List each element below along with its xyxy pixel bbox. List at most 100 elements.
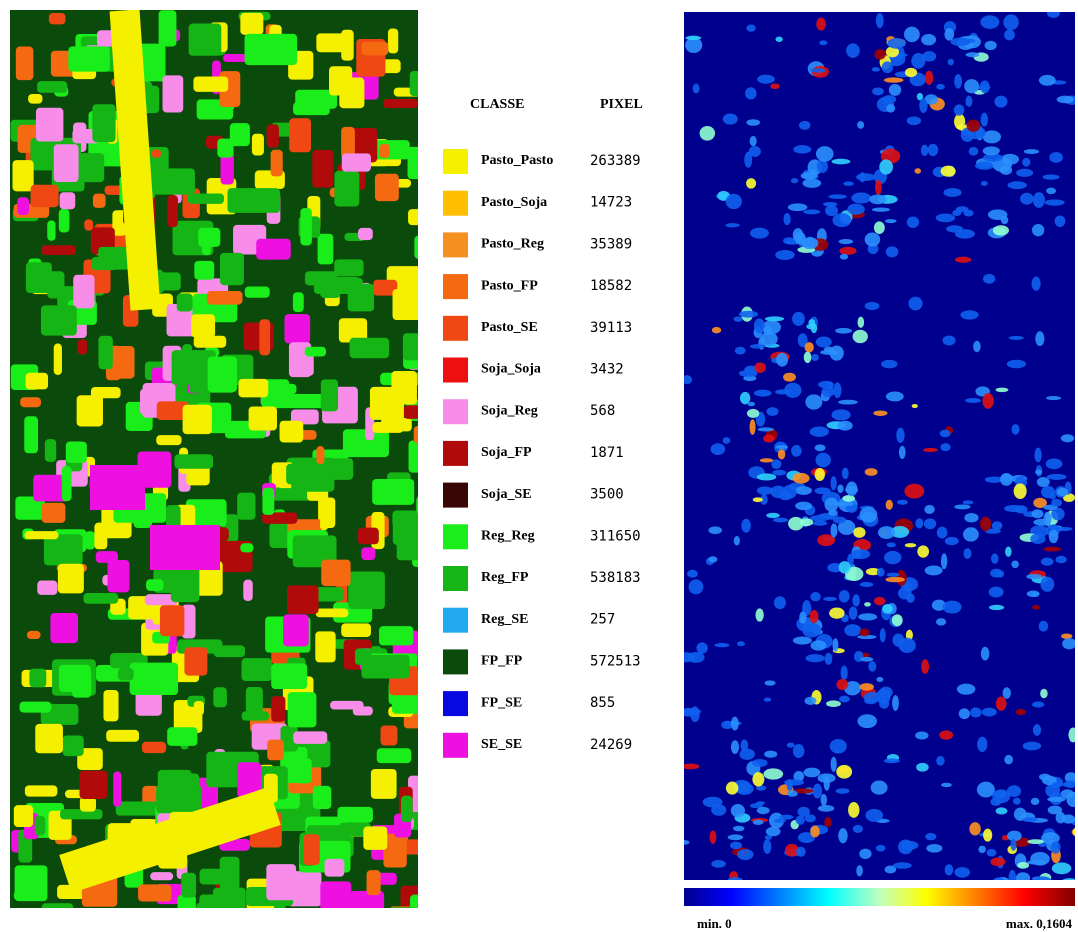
map-patch [865,468,878,476]
map-patch [886,392,904,402]
map-patch [316,609,349,618]
map-patch [1032,224,1044,236]
map-patch [293,102,330,115]
map-patch [240,543,253,552]
map-patch [982,393,993,409]
map-patch [325,859,345,877]
legend-label: FP_FP [481,654,523,669]
map-patch [996,388,1009,393]
map-patch [379,626,413,645]
map-patch [49,13,66,24]
map-patch [321,560,350,586]
map-patch [41,305,77,335]
map-patch [874,597,885,606]
map-patch [402,839,436,854]
map-patch [970,707,981,717]
map-patch [739,749,754,760]
map-patch [733,826,744,832]
map-patch [912,404,918,408]
map-patch [712,327,721,333]
map-patch [996,697,1007,711]
map-patch [83,593,118,604]
map-patch [793,228,803,242]
map-patch [1007,785,1021,797]
legend-swatch [443,441,468,466]
map-patch [757,75,775,84]
map-patch [771,459,781,469]
map-patch [92,104,115,142]
map-patch [208,356,237,392]
map-patch [285,314,311,343]
map-patch [358,528,379,545]
map-patch [24,416,38,453]
legend-pixels: 855 [590,695,615,711]
map-patch [68,46,110,71]
map-patch [731,717,739,731]
map-patch [989,587,1004,598]
map-patch [980,15,999,29]
map-patch [876,689,891,704]
map-patch [403,333,439,360]
map-patch [304,458,353,480]
map-patch [793,744,804,758]
map-patch [825,205,838,216]
legend-swatch [443,524,468,549]
legend-pixels: 3432 [590,362,624,378]
map-patch [1009,870,1017,886]
map-patch [796,847,806,857]
map-patch [811,354,819,361]
map-patch [1033,724,1041,736]
map-patch [50,613,78,643]
map-patch [240,13,263,35]
map-patch [1000,165,1012,174]
legend-label: Pasto_Reg [481,237,544,252]
map-patch [36,108,63,142]
map-patch [837,421,852,431]
map-patch [35,816,45,836]
map-patch [754,362,765,373]
map-patch [977,737,987,752]
map-patch [875,180,882,195]
legend-label: Soja_SE [481,487,532,502]
map-patch [899,446,906,459]
map-patch [59,209,70,232]
map-patch [962,500,973,504]
map-patch [830,739,847,753]
map-patch [1061,789,1074,798]
map-patch [830,523,837,537]
map-patch [1039,621,1049,632]
map-patch [815,468,825,481]
legend-pixels: 311650 [590,528,641,544]
map-patch [350,338,390,358]
map-patch [1054,527,1073,531]
map-patch [728,877,743,882]
map-patch [680,840,690,845]
map-patch [1064,780,1077,788]
map-patch [37,581,57,595]
map-patch [757,473,777,480]
map-patch [389,907,416,915]
map-patch [41,245,76,255]
map-patch [739,370,758,377]
map-patch [690,706,699,722]
legend-pixels: 18582 [590,278,632,294]
map-patch [783,373,796,382]
map-patch [858,317,865,328]
map-patch [791,178,798,183]
map-patch [760,458,774,462]
legend-header: PIXEL [600,97,643,112]
map-patch [28,94,42,104]
legend-pixels: 39113 [590,320,632,336]
map-patch [29,669,46,688]
map-patch [915,518,923,528]
map-patch [708,526,722,534]
legend: CLASSE PIXEL Pasto_Pasto263389Pasto_Soja… [443,97,643,758]
map-patch [801,237,818,249]
map-patch [1004,29,1015,40]
map-patch [271,663,307,689]
map-patch [348,572,385,610]
map-patch [787,790,798,796]
map-patch [846,481,857,496]
map-patch [839,590,850,602]
map-patch [835,328,852,334]
